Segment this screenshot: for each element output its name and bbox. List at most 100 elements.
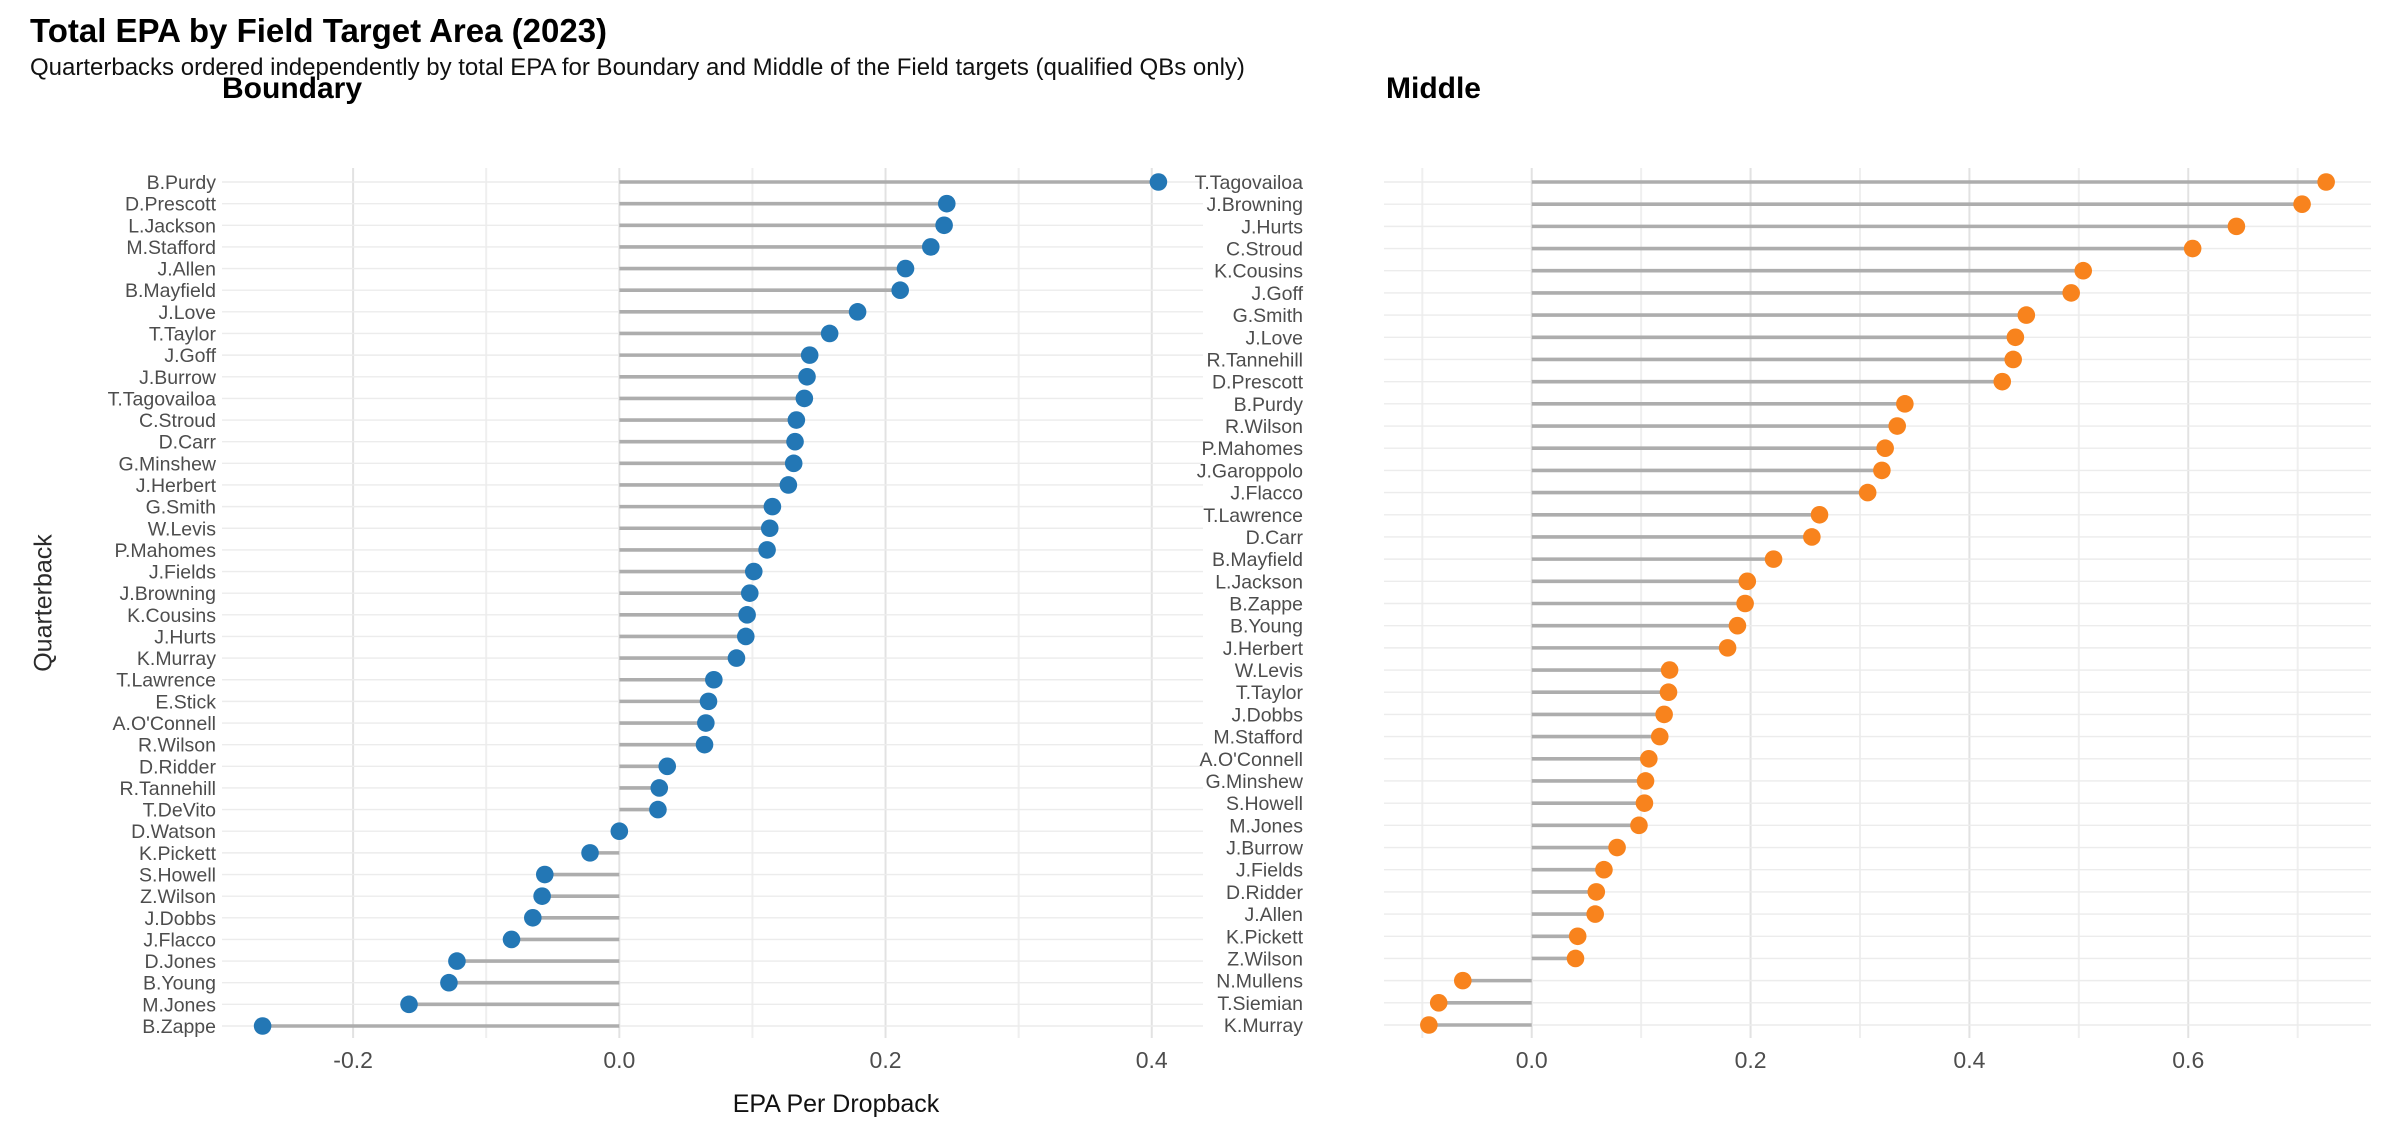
lollipop-dot xyxy=(740,584,759,602)
qb-label: D.Carr xyxy=(1246,527,1304,549)
x-tick-label: 0.2 xyxy=(870,1047,902,1073)
qb-label: A.O'Connell xyxy=(113,713,216,735)
lollipop-dot xyxy=(1595,860,1613,879)
qb-label: D.Ridder xyxy=(139,756,216,778)
lollipop-dot xyxy=(921,238,940,256)
qb-label: J.Hurts xyxy=(154,626,216,648)
lollipop-dot xyxy=(1453,971,1472,990)
lollipop-dot xyxy=(2006,328,2025,347)
qb-label: J.Burrow xyxy=(139,367,217,389)
x-tick-label: 0.6 xyxy=(2172,1047,2204,1073)
qb-label: M.Stafford xyxy=(1213,727,1303,749)
lollipop-dot xyxy=(727,649,746,667)
x-tick-label: 0.0 xyxy=(1516,1047,1548,1073)
lollipop-dot xyxy=(695,735,714,754)
lollipop-dot xyxy=(779,476,798,494)
x-tick-label: 0.0 xyxy=(603,1047,635,1073)
qb-label: D.Carr xyxy=(159,432,217,454)
lollipop-dot xyxy=(533,887,551,905)
lollipop-dot xyxy=(744,562,763,581)
qb-label: T.Tagovailoa xyxy=(108,388,217,410)
lollipop-dot xyxy=(736,627,755,646)
qb-label: S.Howell xyxy=(1226,793,1303,815)
qb-label: Z.Wilson xyxy=(140,886,216,908)
lollipop-dot xyxy=(800,346,819,364)
qb-label: B.Purdy xyxy=(1234,394,1304,416)
qb-label: R.Wilson xyxy=(1225,416,1303,438)
lollipop-dot xyxy=(1587,883,1606,901)
qb-label: S.Howell xyxy=(139,865,216,887)
lollipop-dot xyxy=(1660,661,1679,679)
qb-label: K.Pickett xyxy=(1226,926,1304,948)
lollipop-dot xyxy=(448,952,466,970)
qb-label: P.Mahomes xyxy=(1201,438,1303,460)
lollipop-dot xyxy=(2017,306,2036,324)
qb-label: D.Ridder xyxy=(1226,882,1303,904)
lollipop-dot xyxy=(937,194,956,213)
lollipop-dot xyxy=(1635,794,1654,812)
chart-subtitle: Quarterbacks ordered independently by to… xyxy=(30,54,1245,81)
lollipop-dot xyxy=(658,757,677,776)
qb-label: J.Dobbs xyxy=(1231,704,1303,726)
qb-label: T.Taylor xyxy=(1236,682,1304,704)
chart-title: Total EPA by Field Target Area (2023) xyxy=(30,12,608,49)
lollipop-dot xyxy=(400,995,418,1014)
qb-label: J.Fields xyxy=(149,562,216,584)
qb-label: L.Jackson xyxy=(1215,571,1303,593)
qb-label: B.Mayfield xyxy=(125,280,216,302)
qb-label: G.Smith xyxy=(1233,305,1303,327)
lollipop-dot xyxy=(1568,927,1587,946)
lollipop-dot xyxy=(784,454,803,473)
lollipop-dot xyxy=(787,411,806,429)
qb-label: W.Levis xyxy=(1235,660,1304,682)
qb-label: B.Mayfield xyxy=(1212,549,1303,571)
qb-label: M.Jones xyxy=(142,994,216,1016)
qb-label: J.Love xyxy=(159,302,216,324)
qb-label: T.Siemian xyxy=(1217,993,1303,1015)
qb-label: R.Wilson xyxy=(138,735,216,757)
qb-label: C.Stroud xyxy=(139,410,216,432)
lollipop-dot xyxy=(1810,505,1829,524)
lollipop-dot xyxy=(502,930,521,949)
lollipop-dot xyxy=(1764,550,1783,568)
lollipop-dot xyxy=(738,606,756,624)
lollipop-dot xyxy=(650,779,669,797)
qb-label: K.Cousins xyxy=(127,605,216,627)
lollipop-dot xyxy=(1586,905,1604,923)
lollipop-dot xyxy=(786,432,804,451)
lollipop-dot xyxy=(763,497,782,516)
qb-label: J.Herbert xyxy=(136,475,217,497)
qb-label: P.Mahomes xyxy=(114,540,216,562)
qb-label: B.Young xyxy=(1230,616,1303,638)
lollipop-dot xyxy=(820,324,839,343)
qb-label: B.Young xyxy=(143,973,216,995)
qb-label: G.Minshew xyxy=(118,453,216,475)
qb-label: E.Stick xyxy=(155,691,216,713)
lollipop-dot xyxy=(1650,727,1669,746)
lollipop-dot xyxy=(1896,395,1914,413)
lollipop-dot xyxy=(253,1017,272,1035)
qb-label: D.Jones xyxy=(144,951,216,973)
lollipop-dot xyxy=(1876,439,1894,458)
lollipop-dot xyxy=(1728,616,1747,635)
x-axis-title: EPA Per Dropback xyxy=(732,1090,940,1118)
qb-label: B.Purdy xyxy=(147,172,217,194)
lollipop-dot xyxy=(440,973,458,992)
lollipop-dot xyxy=(1873,461,1891,480)
lollipop-dot xyxy=(2074,261,2093,280)
lollipop-dot xyxy=(891,281,909,300)
qb-label: J.Flacco xyxy=(143,929,216,951)
lollipop-dot xyxy=(1149,173,1168,191)
lollipop-dot xyxy=(524,908,542,927)
lollipop-dot xyxy=(699,692,718,711)
lollipop-dot xyxy=(795,389,814,408)
qb-label: G.Minshew xyxy=(1205,771,1303,793)
lollipop-dot xyxy=(1659,683,1678,702)
qb-label: W.Levis xyxy=(148,518,217,540)
qb-label: J.Goff xyxy=(164,345,216,367)
qb-label: J.Flacco xyxy=(1230,483,1303,505)
lollipop-dot xyxy=(935,216,953,235)
qb-label: R.Tannehill xyxy=(120,778,216,800)
qb-label: K.Murray xyxy=(137,648,216,670)
